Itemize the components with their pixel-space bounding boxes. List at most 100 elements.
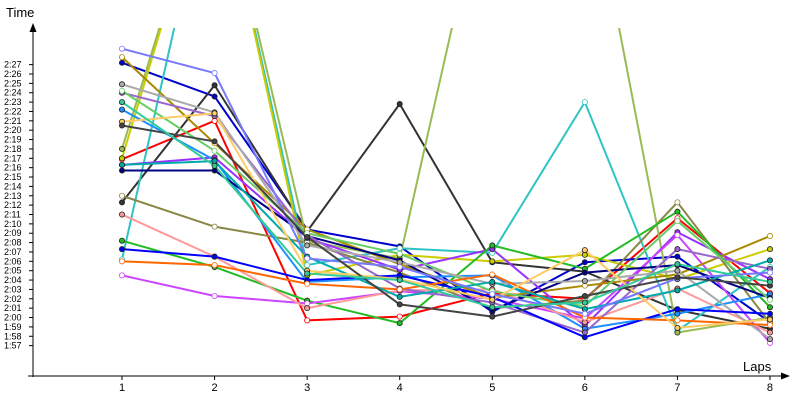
series-line [121,260,771,327]
data-point [396,286,403,293]
data-point [119,199,126,206]
data-point [211,82,218,89]
data-point [211,292,218,299]
data-point [119,155,126,162]
data-point [119,258,126,265]
y-tick-label: 2:12 [4,200,22,210]
y-tick-label: 2:02 [4,294,22,304]
series-points [119,45,773,346]
data-point [674,306,681,313]
data-point [581,278,588,285]
y-tick-label: 2:21 [4,116,22,126]
y-axis-arrow [29,23,37,32]
data-point [396,277,403,284]
data-point [674,199,681,206]
data-point [211,262,218,269]
data-point [396,100,403,107]
data-point [304,280,311,287]
data-point [396,250,403,257]
data-point [211,223,218,230]
y-tick-label: 2:07 [4,247,22,257]
y-tick-label: 2:11 [4,209,21,219]
series-line [121,101,771,309]
data-point [396,263,403,270]
data-point [581,334,588,341]
data-point [304,317,311,324]
axes: Time Laps [6,5,790,380]
series-line [121,124,771,318]
data-point [581,310,588,317]
series-line [121,28,771,281]
y-tick-label: 2:09 [4,228,22,238]
x-tick-label: 7 [674,382,680,394]
data-point [119,211,126,218]
data-point [581,259,588,266]
data-point [766,233,773,240]
data-point [766,269,773,276]
data-point [489,242,496,249]
y-tick-label: 1:57 [4,341,22,351]
data-point [674,208,681,215]
x-tick-label: 2 [212,382,218,394]
data-point [211,93,218,100]
data-point [119,59,126,66]
y-tick-label: 2:00 [4,313,22,323]
y-tick-label: 2:06 [4,256,22,266]
x-tick-label: 1 [119,382,125,394]
series-line [121,84,771,330]
y-tick-label: 2:15 [4,172,22,182]
data-point [489,304,496,311]
data-point [211,110,218,117]
data-point [119,99,126,106]
data-point [119,192,126,199]
series-lines [121,28,771,344]
data-point [119,237,126,244]
y-tick-label: 2:23 [4,97,22,107]
data-point [119,54,126,61]
data-point [119,45,126,52]
data-point [211,138,218,145]
data-point [119,106,126,113]
data-point [489,296,496,303]
data-point [396,245,403,252]
y-tick-label: 2:03 [4,284,22,294]
data-point [766,246,773,253]
data-point [766,316,773,323]
y-tick-label: 2:10 [4,219,22,229]
data-point [581,99,588,106]
y-tick-label: 1:58 [4,331,22,341]
x-tick-label: 8 [767,382,773,394]
y-tick-label: 2:26 [4,69,22,79]
data-point [304,305,311,312]
data-point [674,261,681,268]
data-point [119,272,126,279]
data-point [766,304,773,311]
series-line [121,47,771,315]
data-point [489,313,496,320]
data-point [581,269,588,276]
data-point [211,70,218,77]
series-line [121,119,771,322]
tick-labels: 1:571:581:592:002:012:022:032:042:052:06… [4,60,773,394]
series-line [121,28,771,334]
data-point [489,271,496,278]
data-point [211,162,218,169]
data-point [119,145,126,152]
data-point [489,258,496,265]
data-point [766,296,773,303]
data-point [581,299,588,306]
data-point [674,253,681,260]
data-point [119,167,126,174]
data-point [396,301,403,308]
x-tick-label: 6 [582,382,588,394]
data-point [766,257,773,264]
data-point [674,324,681,331]
y-axis-title: Time [6,5,34,20]
data-point [119,122,126,129]
data-point [489,291,496,298]
data-point [119,81,126,88]
data-point [766,336,773,343]
x-tick-label: 4 [397,382,403,394]
y-tick-label: 2:27 [4,60,22,70]
